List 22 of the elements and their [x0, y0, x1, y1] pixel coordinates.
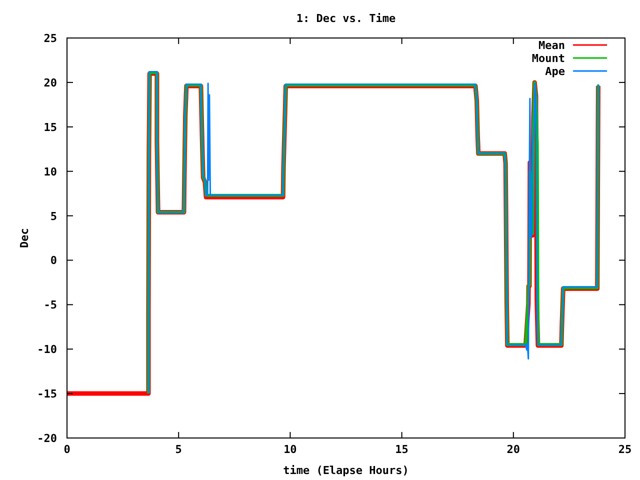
x-tick-label: 10: [284, 443, 297, 456]
legend-label: Ape: [545, 65, 566, 78]
x-tick-label: 15: [395, 443, 408, 456]
y-tick-label: 0: [50, 254, 57, 268]
y-tick-label: -5: [44, 298, 57, 312]
y-tick-label: 25: [44, 32, 57, 45]
y-tick-label: -10: [37, 343, 57, 356]
y-tick-label: 15: [44, 120, 57, 134]
y-tick-label: 20: [44, 76, 57, 90]
y-tick-label: 5: [50, 210, 57, 223]
legend-label: Mean: [538, 39, 565, 52]
y-tick-label: -15: [37, 388, 57, 401]
x-tick-label: 20: [506, 443, 520, 456]
x-tick-label: 0: [64, 443, 70, 456]
legend-label: Mount: [532, 52, 565, 65]
x-tick-label: 25: [618, 443, 632, 456]
y-tick-label: -20: [37, 432, 57, 445]
y-tick-label: 10: [44, 165, 57, 178]
chart-title: 1: Dec vs. Time: [296, 12, 396, 25]
x-tick-label: 5: [175, 443, 182, 456]
y-axis-title: Dec: [18, 228, 31, 248]
x-axis-title: time (Elapse Hours): [283, 464, 409, 477]
